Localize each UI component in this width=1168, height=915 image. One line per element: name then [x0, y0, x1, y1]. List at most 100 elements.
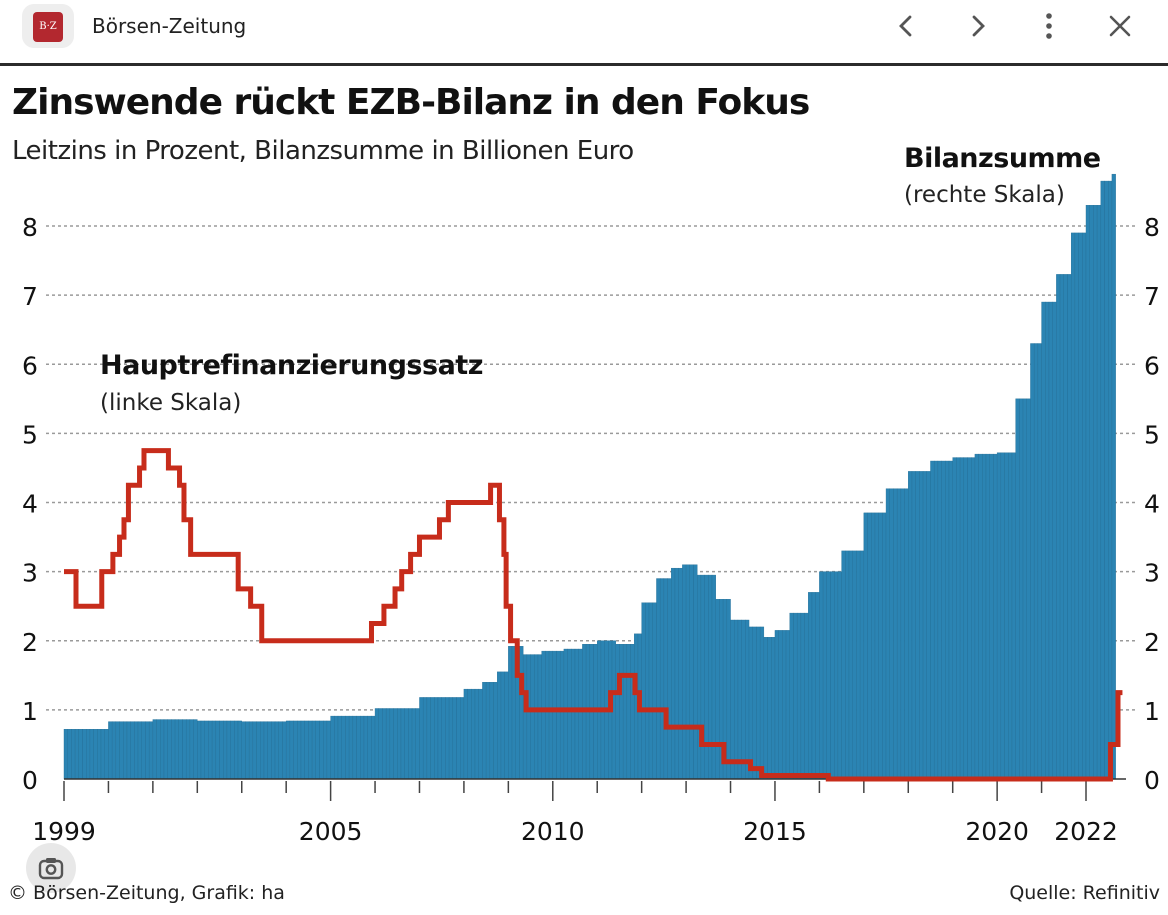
- y-tick-label-left: 4: [22, 490, 38, 519]
- balance-bar: [678, 567, 683, 780]
- balance-bar: [452, 697, 457, 780]
- balance-bar: [345, 715, 350, 780]
- balance-bar: [441, 697, 446, 780]
- balance-bar: [156, 719, 161, 780]
- balance-bar: [900, 488, 905, 780]
- x-tick-label: 2005: [299, 817, 363, 846]
- chart-credit: © Börsen-Zeitung, Grafik: ha: [8, 882, 285, 904]
- balance-bar: [945, 460, 950, 780]
- balance-bar: [89, 729, 94, 780]
- close-button[interactable]: [1100, 8, 1140, 44]
- balance-bar: [626, 644, 631, 780]
- balance-bar: [1085, 205, 1090, 780]
- balance-bar: [796, 612, 802, 780]
- balance-bar: [745, 619, 750, 780]
- balance-bar: [208, 720, 213, 780]
- balance-series-sublabel: (rechte Skala): [904, 182, 1065, 208]
- balance-bar: [1059, 274, 1064, 780]
- balance-bar: [541, 650, 546, 780]
- y-tick-label-right: 4: [1144, 490, 1160, 519]
- balance-bar: [852, 550, 857, 780]
- y-tick-labels: 0 0 1 1 2 2 3 3 4 4 5 5 6 6 7 7 8 8: [22, 213, 1160, 795]
- balance-bar: [1015, 398, 1020, 780]
- balance-bar: [756, 626, 761, 780]
- balance-bar: [189, 719, 194, 780]
- balance-bar: [1108, 180, 1113, 780]
- balance-bar: [545, 650, 550, 780]
- more-vertical-icon: [1046, 13, 1052, 39]
- app-icon[interactable]: B·Z: [22, 4, 74, 48]
- balance-bar: [78, 729, 83, 780]
- balance-bar: [341, 715, 346, 780]
- balance-bar: [674, 567, 679, 780]
- balance-bar: [315, 720, 320, 780]
- google-lens-button[interactable]: [26, 843, 76, 893]
- balance-bar: [293, 720, 298, 780]
- balance-bar: [967, 457, 972, 780]
- balance-bar: [197, 720, 202, 780]
- balance-bar: [171, 719, 176, 780]
- balance-bar: [378, 708, 383, 780]
- back-button[interactable]: [886, 8, 926, 44]
- more-options-button[interactable]: [1029, 8, 1069, 44]
- balance-bar: [1041, 301, 1046, 780]
- balance-bar: [922, 471, 927, 780]
- balance-bars: [63, 173, 1116, 780]
- balance-bar: [908, 471, 913, 780]
- balance-bar: [645, 602, 650, 780]
- y-tick-label-left: 8: [22, 213, 38, 242]
- y-tick-label-left: 2: [22, 628, 38, 657]
- balance-bar: [367, 715, 372, 780]
- balance-bar: [82, 729, 87, 780]
- balance-bar: [304, 720, 309, 780]
- balance-bar: [982, 453, 987, 780]
- chart-title: Zinswende rückt EZB-Bilanz in den Fokus: [12, 82, 810, 123]
- balance-bar: [856, 550, 861, 780]
- balance-bar: [1000, 452, 1005, 780]
- y-tick-label-right: 8: [1144, 213, 1160, 242]
- balance-bar: [330, 715, 335, 780]
- balance-bar: [952, 457, 957, 780]
- balance-bar: [652, 602, 657, 780]
- y-tick-label-left: 3: [22, 559, 38, 588]
- balance-bar: [1074, 232, 1079, 780]
- balance-bar: [1037, 343, 1042, 780]
- balance-bar: [1004, 452, 1009, 780]
- balance-bar: [123, 721, 128, 780]
- page-source-title: Börsen-Zeitung: [92, 14, 247, 38]
- balance-bar: [1078, 232, 1083, 780]
- balance-bar: [1070, 232, 1076, 780]
- balance-bar: [789, 612, 794, 780]
- balance-bar: [500, 671, 505, 780]
- balance-bar: [1104, 180, 1109, 780]
- balance-bar: [730, 619, 735, 780]
- balance-bar: [930, 460, 935, 780]
- balance-bar: [278, 721, 283, 780]
- balance-bar: [567, 648, 572, 780]
- balance-bar: [615, 644, 620, 780]
- balance-bar: [267, 721, 272, 780]
- balance-bar: [215, 720, 220, 780]
- balance-bar: [319, 720, 324, 780]
- balance-bar: [145, 721, 150, 780]
- balance-bar: [130, 721, 135, 780]
- balance-bar: [241, 721, 246, 780]
- balance-bar: [104, 729, 109, 780]
- balance-bar: [260, 721, 265, 780]
- balance-bar: [974, 453, 979, 780]
- y-tick-label-left: 7: [22, 282, 38, 311]
- balance-bar: [230, 720, 235, 780]
- balance-bar: [334, 715, 339, 780]
- balance-bar: [822, 571, 828, 780]
- y-tick-label-right: 6: [1144, 351, 1160, 380]
- balance-bar: [752, 626, 757, 780]
- x-tick-label: 2022: [1054, 817, 1118, 846]
- balance-bar: [793, 612, 798, 780]
- balance-bar: [959, 457, 965, 780]
- balance-bar: [1056, 274, 1061, 780]
- balance-bar: [434, 697, 439, 780]
- forward-button[interactable]: [958, 8, 998, 44]
- balance-bar: [774, 630, 779, 780]
- balance-bar: [548, 650, 553, 780]
